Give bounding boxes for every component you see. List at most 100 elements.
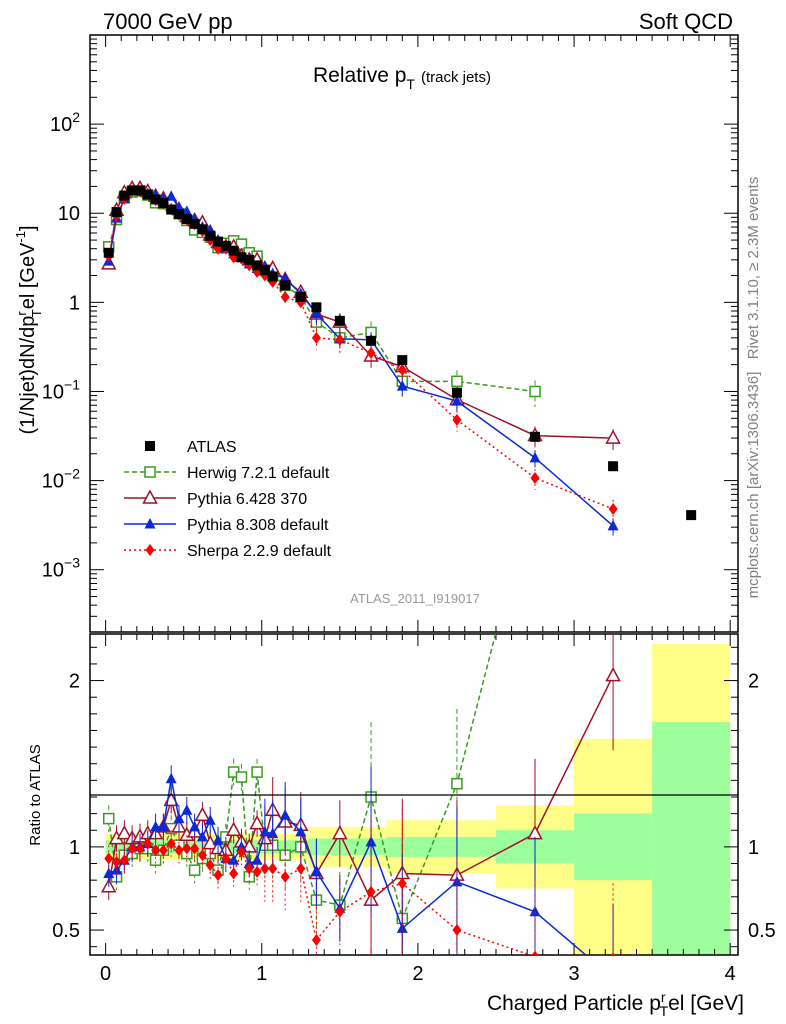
data-point: [142, 189, 153, 200]
ratio-point: [452, 924, 462, 937]
rivet-label: Rivet 3.1.10, ≥ 2.3M events: [745, 177, 762, 360]
ratio-y-ticks: 0.5 0.5 1 1 2 2: [52, 646, 776, 948]
ratio-point: [236, 845, 246, 858]
x-tick-label: 0: [100, 963, 111, 985]
plot-title: Relative pT (track jets): [313, 64, 491, 92]
band-inner-5: [652, 722, 731, 955]
ratio-point: [295, 825, 307, 837]
data-point: [181, 205, 193, 216]
ratio-point: [116, 825, 133, 840]
ratio-point: [280, 870, 290, 883]
data-point: [605, 429, 621, 444]
ratio-point: [143, 837, 153, 850]
data-point: [366, 347, 376, 360]
ratio-point: [165, 772, 177, 784]
ratio-point: [173, 812, 185, 824]
ratio-point: [605, 667, 621, 682]
data-point: [396, 380, 408, 391]
legend-item-herwig: Herwig 7.2.1 default: [124, 465, 330, 482]
ratio-point: [611, 952, 616, 955]
data-point: [197, 224, 208, 235]
data-point: [451, 395, 463, 406]
main-y-ticks: 10−3 10−2 10−1 1 10 102: [42, 38, 738, 633]
ratio-point: [296, 862, 306, 875]
legend-item-atlas: ATLAS: [145, 439, 237, 456]
data-point: [295, 291, 306, 302]
ratio-point: [310, 865, 322, 877]
ratio-point: [225, 821, 242, 837]
data-point: [134, 185, 145, 196]
header-left: 7000 GeV pp: [103, 9, 233, 34]
legend-marker: [145, 544, 155, 556]
data-point: [607, 519, 619, 531]
data-point: [608, 502, 618, 515]
data-point: [166, 204, 177, 215]
main-plot-frame: [89, 34, 739, 633]
legend-label: Pythia 6.428 370: [187, 491, 307, 508]
ratio-point: [221, 852, 231, 865]
ratio-point: [197, 849, 207, 862]
ratio-point: [252, 865, 262, 878]
ratio-series-sherpa: [104, 808, 616, 955]
x-tick-label: 4: [725, 963, 736, 985]
legend-marker: [144, 518, 156, 529]
ratio-y-tick-label: 2: [69, 671, 80, 693]
ratio-point: [529, 905, 541, 917]
ratio-point: [166, 837, 176, 850]
data-point: [530, 431, 541, 442]
series-pythia8: [103, 184, 619, 536]
ratio-point: [205, 859, 215, 872]
ratio-y-axis-label: Ratio to ATLAS: [27, 744, 44, 845]
data-point: [529, 451, 541, 463]
data-point: [397, 355, 408, 366]
series-pythia6: [100, 179, 621, 450]
analysis-id: ATLAS_2011_I919017: [350, 591, 480, 606]
ratio-point: [608, 972, 619, 983]
y-tick-label: 102: [50, 109, 80, 136]
band-inner-4: [574, 813, 653, 881]
data-point: [236, 252, 247, 263]
ratio-point: [158, 844, 168, 857]
ratio-y-tick-label: 1: [69, 837, 80, 859]
data-point: [334, 315, 345, 326]
ratio-point: [332, 825, 348, 840]
data-point: [451, 387, 462, 398]
ratio-point: [228, 854, 240, 865]
legend: ATLAS Herwig 7.2.1 default Pythia 6.428 37…: [124, 439, 332, 560]
data-point: [451, 375, 463, 388]
ratio-point: [396, 922, 408, 933]
ratio-point: [267, 827, 279, 839]
band-inner-2: [386, 836, 496, 857]
data-point: [181, 214, 192, 225]
legend-label: ATLAS: [187, 439, 237, 456]
ratio-point: [397, 877, 407, 890]
data-point: [150, 194, 161, 205]
series-atlas: [103, 185, 697, 521]
ratio-point: [157, 820, 169, 832]
data-point: [335, 333, 345, 346]
data-point: [103, 247, 114, 258]
legend-marker: [145, 441, 155, 451]
legend-marker: [142, 489, 158, 504]
data-point: [311, 331, 321, 344]
main-y-axis-label: (1/Njet)dN/dprTel [GeV-1]: [13, 225, 44, 434]
ratio-point: [244, 862, 254, 875]
ratio-point: [151, 844, 161, 857]
ratio-point: [235, 771, 248, 783]
ratio-point: [103, 867, 115, 879]
x-tick-label: 1: [256, 963, 267, 985]
ratio-point: [451, 777, 463, 790]
data-point: [205, 230, 216, 241]
data-point: [310, 307, 322, 318]
data-point: [280, 290, 290, 303]
legend-marker: [144, 466, 156, 478]
ratio-point: [104, 852, 114, 865]
ratio-point: [181, 804, 193, 815]
data-point: [452, 413, 462, 426]
ratio-series-herwig: [102, 634, 497, 955]
x-axis-label: Charged Particle pr Tel [GeV]: [487, 989, 744, 1019]
y-tick-label: 1: [69, 292, 80, 314]
y-tick-label: 10−2: [42, 466, 80, 493]
legend-label: Pythia 8.308 default: [187, 517, 329, 534]
ratio-y-tick-label-right: 2: [748, 671, 759, 693]
